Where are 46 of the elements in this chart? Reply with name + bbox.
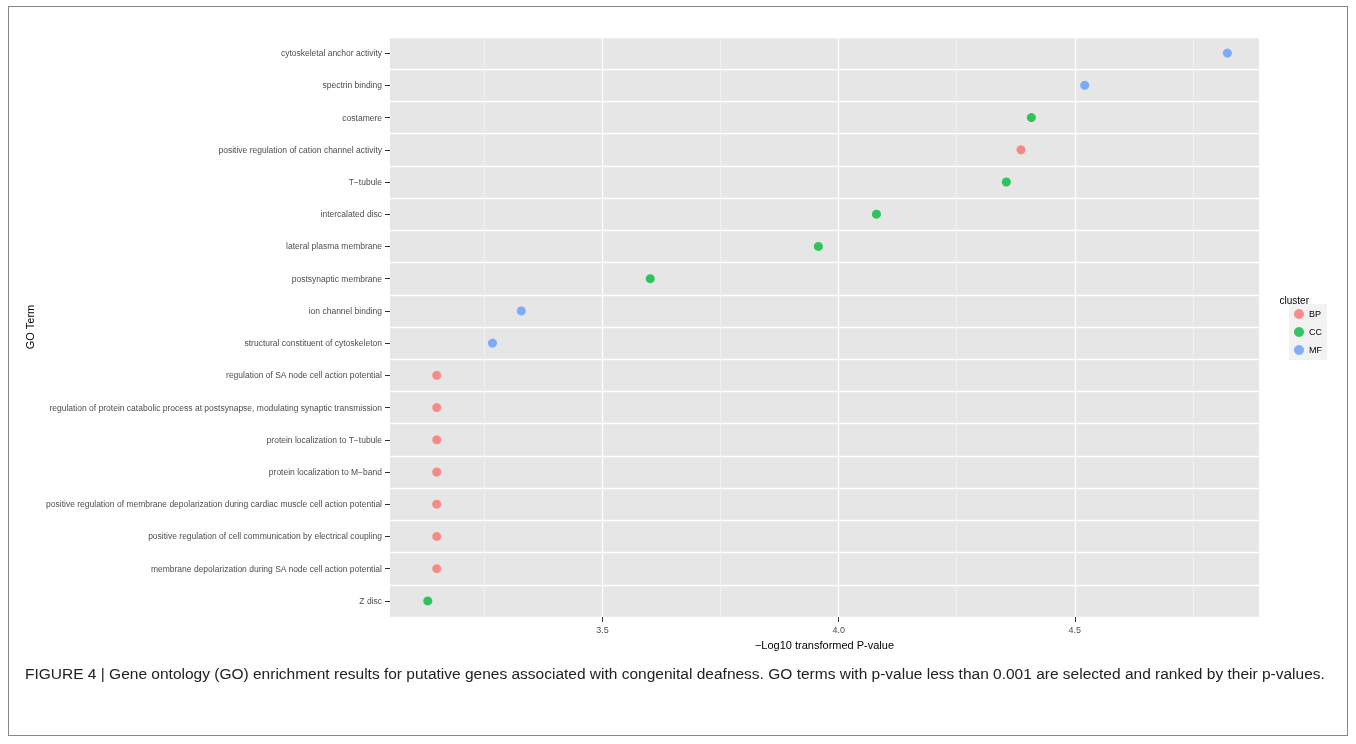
y-tick-label: protein localization to M−band (268, 467, 383, 477)
point (1016, 145, 1026, 155)
point (1222, 48, 1232, 58)
y-tick-label: regulation of SA node cell action potential (226, 370, 383, 381)
y-tick-label: spectrin binding (322, 80, 383, 91)
y-tick-label: protein localization to T−tubule (266, 434, 383, 445)
point (432, 499, 442, 509)
caption: FIGURE 4 | Gene ontology (GO) enrichment results for putative genes associated with congenital deafness. GO terms with p-value less than 0.001 are selected and ranked by their p-values. (25, 664, 1325, 684)
y-tick-label: Z disc (359, 595, 383, 606)
legend-label: BP (1309, 309, 1322, 319)
point (432, 467, 442, 477)
point (432, 403, 442, 413)
point (432, 435, 442, 445)
point (432, 531, 442, 541)
point (813, 241, 823, 251)
x-axis-title: −Log10 transformed P-value (754, 638, 895, 651)
point (516, 306, 526, 316)
point (1026, 113, 1036, 123)
point (487, 338, 497, 348)
y-tick-label: postsynaptic membrane (291, 273, 383, 284)
point (1001, 177, 1011, 187)
y-tick-label: ion channel binding (308, 305, 383, 316)
x-tick-label: 4.5 (1068, 624, 1082, 635)
legend-label: CC (1309, 327, 1323, 337)
y-tick-label: positive regulation of cell communication by electrical coupling (148, 531, 383, 542)
point (423, 596, 433, 606)
point (645, 274, 655, 284)
y-tick-label: regulation of protein catabolic process at postsynapse, modulating synaptic transmission (49, 402, 383, 413)
y-tick-label: lateral plasma membrane (286, 241, 383, 252)
y-tick-label: membrane depolarization during SA node cell action potential (150, 563, 383, 574)
x-tick-label: 4.0 (832, 624, 845, 635)
point (1080, 80, 1090, 90)
point (432, 370, 442, 380)
y-tick-label: T−tubule (348, 177, 383, 187)
legend-label: MF (1309, 345, 1323, 355)
y-tick-label: cytoskeletal anchor activity (280, 48, 383, 59)
x-tick-label: 3.5 (596, 624, 609, 635)
y-tick-label: intercalated disc (320, 209, 383, 220)
y-tick-label: structural constituent of cytoskeleton (244, 338, 383, 349)
legend-title: cluster (1279, 294, 1310, 306)
point (432, 564, 442, 574)
point (871, 209, 881, 219)
y-tick-label: positive regulation of cation channel activity (218, 144, 383, 155)
y-tick-label: costamere (342, 112, 383, 123)
y-tick-label: positive regulation of membrane depolarization during cardiac muscle cell action potential (46, 499, 383, 510)
y-axis-title: GO Term (23, 304, 36, 350)
